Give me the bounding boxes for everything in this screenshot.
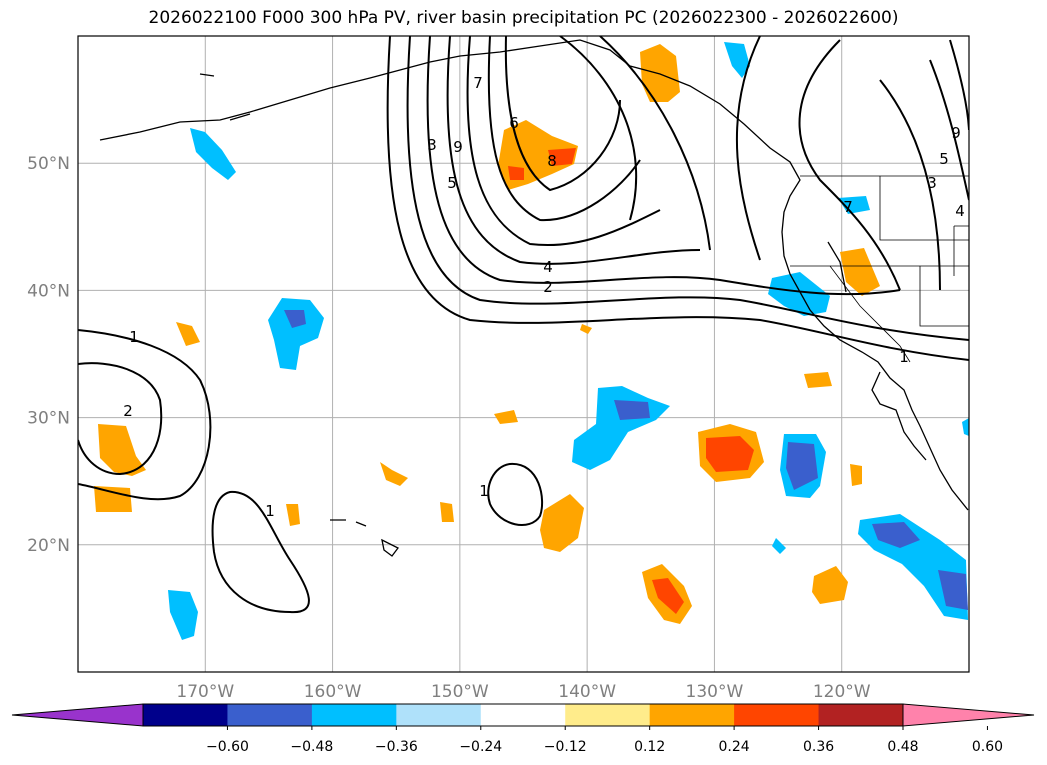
positive-anomaly-area: [94, 486, 132, 512]
contour-label: 9: [453, 138, 463, 156]
colorbar-segment: [649, 704, 735, 726]
negative-anomaly-area: [962, 418, 969, 436]
pv-contours: [78, 36, 969, 614]
contour-label: 9: [951, 124, 961, 142]
longitude-labels: 170°W 160°W 150°W 140°W 130°W 120°W: [176, 682, 870, 702]
colorbar-segment: [734, 704, 820, 726]
negative-anomaly-area: [872, 522, 920, 548]
positive-anomaly-area: [640, 44, 680, 102]
negative-anomaly-area: [190, 128, 236, 180]
positive-anomaly-area: [380, 462, 408, 486]
contour-label: 1: [899, 348, 909, 366]
negative-anomaly-area: [284, 310, 306, 328]
lat-label: 50°N: [27, 154, 70, 174]
positive-anomaly-area: [652, 578, 684, 614]
contour-label: 7: [473, 74, 483, 92]
colorbar-frame: [142, 703, 904, 727]
contour-label: 8: [547, 152, 557, 170]
negative-anomaly-area: [838, 196, 870, 214]
colorbar-tick-label: 0.12: [634, 739, 665, 755]
negative-anomaly-area: [772, 538, 786, 554]
positive-anomaly-area: [548, 148, 576, 166]
positive-anomaly-area: [286, 504, 300, 526]
contour-label: 1: [129, 328, 139, 346]
positive-anomaly-area: [850, 464, 862, 486]
lon-label: 140°W: [558, 682, 616, 702]
colorbar-tick-label: −0.12: [544, 739, 587, 755]
contour-label: 7: [843, 198, 853, 216]
lon-label: 160°W: [304, 682, 362, 702]
negative-anomaly-area: [614, 400, 650, 420]
negative-anomaly-area: [268, 298, 324, 370]
precipitation-shading: [94, 42, 969, 640]
positive-anomaly-area: [440, 502, 454, 522]
lon-label: 120°W: [813, 682, 871, 702]
map-title: 2026022100 F000 300 hPa PV, river basin …: [148, 8, 899, 28]
contour-label: 3: [427, 136, 437, 154]
colorbar-tick-label: 0.48: [887, 739, 918, 755]
colorbar-segment: [565, 704, 651, 726]
colorbar-tick-label: −0.24: [459, 739, 502, 755]
positive-anomaly-area: [580, 324, 592, 334]
negative-anomaly-area: [938, 570, 968, 610]
colorbar-segment: [396, 704, 482, 726]
colorbar-segment: [480, 704, 566, 726]
positive-anomaly-area: [176, 322, 200, 346]
colorbar-tick-label: 0.60: [972, 739, 1003, 755]
positive-anomaly-area: [508, 166, 524, 180]
contour-label: 3: [927, 174, 937, 192]
lat-label: 40°N: [27, 281, 70, 301]
positive-anomaly-area: [98, 424, 146, 476]
contour-label: 5: [447, 174, 457, 192]
colorbar-tick-label: −0.36: [375, 739, 418, 755]
contour-label: 1: [479, 482, 489, 500]
positive-anomaly-area: [804, 372, 832, 388]
lon-label: 170°W: [176, 682, 234, 702]
lon-label: 130°W: [686, 682, 744, 702]
contour-label: 1: [265, 502, 275, 520]
map-frame: [77, 35, 970, 673]
colorbar-under-extension: [11, 703, 144, 727]
contour-label: 4: [955, 202, 965, 220]
colorbar-tick-label: −0.60: [206, 739, 249, 755]
positive-anomaly-area: [540, 494, 584, 552]
negative-anomaly-area: [768, 272, 830, 316]
contour-label: 5: [939, 150, 949, 168]
colorbar-tick-label: 0.36: [803, 739, 834, 755]
lat-label: 30°N: [27, 409, 70, 429]
contour-label: 6: [509, 114, 519, 132]
colorbar-tick-label: −0.48: [290, 739, 333, 755]
colorbar-over-extension: [902, 703, 1035, 727]
coastlines: [99, 39, 969, 557]
contour-label: 2: [123, 402, 133, 420]
negative-anomaly-area: [786, 442, 818, 490]
colorbar-segment: [143, 704, 228, 726]
contour-label: 4: [543, 258, 553, 276]
positive-anomaly-area: [812, 566, 848, 604]
colorbar-segment: [311, 704, 397, 726]
positive-anomaly-area: [706, 436, 754, 472]
colorbar-segment: [227, 704, 313, 726]
positive-anomaly-area: [494, 410, 518, 424]
colorbar: −0.60 −0.48 −0.36 −0.24 −0.12 0.12 0.24 0.36 0.4…: [11, 703, 1035, 755]
latitude-labels: 50°N 40°N 30°N 20°N: [27, 154, 70, 556]
negative-anomaly-area: [724, 42, 750, 78]
lat-label: 20°N: [27, 536, 70, 556]
colorbar-segment: [818, 704, 904, 726]
positive-anomaly-area: [840, 248, 880, 296]
colorbar-tick-label: 0.24: [719, 739, 750, 755]
political-borders: [790, 175, 969, 363]
contour-label: 2: [543, 278, 553, 296]
lon-label: 150°W: [431, 682, 489, 702]
negative-anomaly-area: [168, 590, 198, 640]
